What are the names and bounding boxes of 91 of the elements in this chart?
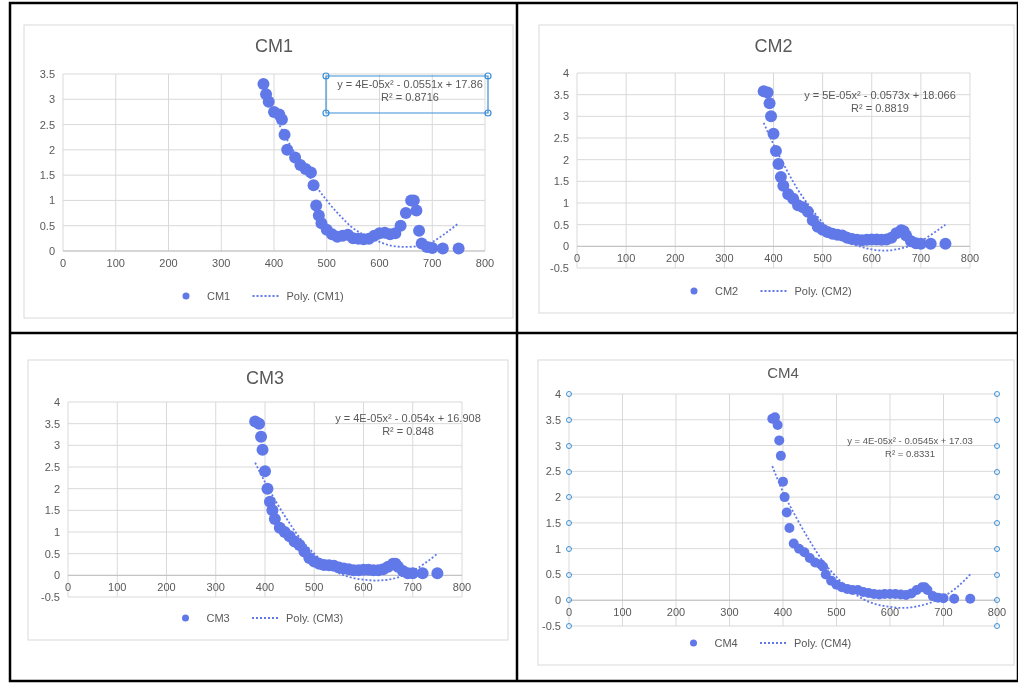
x-tick-label: 400 — [764, 252, 783, 265]
legend-label: Poly. (CM3) — [286, 612, 344, 624]
y-tick-label: 2.5 — [44, 461, 60, 473]
y-tick-label: 2 — [53, 482, 60, 495]
x-tick-label: 400 — [255, 581, 275, 594]
y-tick-label: 3 — [562, 110, 569, 123]
legend-label: Poly. (CM4) — [794, 637, 852, 649]
legend-label: CM3 — [206, 612, 230, 624]
legend-label: CM1 — [207, 290, 231, 302]
y-tick-label: 1.5 — [545, 516, 561, 529]
x-tick-label: 300 — [715, 252, 734, 265]
x-tick-label: 100 — [613, 606, 632, 619]
x-tick-label: 800 — [960, 252, 980, 265]
x-tick-label: 200 — [666, 606, 686, 619]
x-tick-label: 400 — [264, 257, 284, 269]
x-tick-label: 800 — [452, 581, 472, 594]
x-tick-label: 700 — [403, 581, 422, 594]
y-tick-label: -0.5 — [542, 620, 561, 632]
y-tick-label: 0 — [562, 240, 569, 253]
legend-label: Poly. (CM1) — [286, 290, 344, 302]
y-tick-label: 0.5 — [553, 218, 569, 231]
x-tick-label: 0 — [573, 252, 581, 265]
y-tick-label: 1 — [562, 197, 569, 209]
y-tick-label: 0.5 — [39, 219, 55, 232]
y-tick-label: 2.5 — [545, 465, 561, 478]
legend-label: Poly. (CM2) — [794, 285, 852, 297]
y-tick-label: 0 — [554, 594, 561, 607]
y-tick-label: 1 — [554, 542, 561, 555]
x-tick-label: 800 — [987, 606, 1007, 619]
chart-title: CM3 — [245, 368, 285, 388]
y-tick-label: 2.5 — [553, 132, 569, 144]
x-tick-label: 200 — [159, 257, 178, 269]
y-tick-label: 2 — [562, 153, 569, 166]
x-tick-label: 800 — [475, 257, 495, 269]
y-tick-label: 1.5 — [44, 504, 60, 517]
x-tick-label: 200 — [666, 252, 685, 265]
y-tick-label: 0.5 — [44, 547, 60, 560]
y-tick-label: 1 — [48, 194, 55, 207]
y-tick-label: 2 — [554, 491, 561, 504]
x-tick-label: 500 — [813, 252, 832, 265]
y-tick-label: 3 — [554, 439, 561, 452]
x-tick-label: 200 — [157, 581, 176, 594]
y-tick-label: 2.5 — [39, 118, 55, 131]
x-tick-label: 600 — [370, 257, 389, 269]
x-tick-label: 500 — [305, 581, 324, 594]
chart-title: CM4 — [767, 364, 799, 381]
legend-label: CM2 — [715, 285, 739, 297]
annotation: y = 4E-05x² - 0.0545x + 17.03 — [847, 435, 973, 446]
annotation: R² = 0.848 — [382, 425, 434, 437]
y-tick-label: 3.5 — [39, 68, 55, 80]
y-tick-label: 4 — [554, 388, 561, 400]
x-tick-label: 100 — [616, 252, 636, 265]
x-tick-label: 500 — [827, 606, 846, 619]
y-tick-label: 4 — [53, 396, 60, 408]
x-tick-label: 700 — [423, 257, 442, 269]
x-tick-label: 700 — [911, 252, 931, 265]
legend-label: CM4 — [714, 637, 738, 649]
x-tick-label: 600 — [880, 606, 900, 619]
annotation: y = 4E-05x² - 0.054x + 16.908 — [335, 412, 481, 424]
y-tick-label: 3 — [48, 93, 55, 106]
x-tick-label: 600 — [862, 252, 881, 265]
y-tick-label: -0.5 — [550, 262, 569, 274]
x-tick-label: 300 — [206, 581, 225, 594]
x-tick-label: 500 — [317, 257, 336, 269]
x-tick-label: 300 — [720, 606, 739, 619]
y-tick-label: 3 — [53, 439, 60, 452]
x-tick-label: 400 — [773, 606, 793, 619]
x-tick-label: 100 — [106, 257, 125, 269]
y-tick-label: 3.5 — [44, 417, 60, 430]
x-tick-label: 0 — [64, 581, 72, 594]
y-tick-label: 1.5 — [39, 169, 55, 182]
chart-title: CM2 — [754, 36, 793, 56]
y-tick-label: 2 — [48, 143, 55, 156]
annotation: R² = 0.8716 — [381, 91, 439, 103]
annotation: y = 4E-05x² - 0.0551x + 17.86 — [337, 78, 483, 90]
y-tick-label: 3.5 — [545, 413, 561, 426]
y-tick-label: 0.5 — [545, 568, 561, 581]
y-tick-label: 0 — [53, 569, 60, 582]
chart-title: CM1 — [254, 36, 294, 56]
x-tick-label: 600 — [354, 581, 373, 594]
x-tick-label: 300 — [212, 257, 231, 269]
y-tick-label: 3.5 — [553, 88, 569, 101]
y-tick-label: 1.5 — [553, 175, 569, 188]
x-tick-label: 100 — [108, 581, 127, 594]
y-tick-label: 1 — [53, 526, 60, 538]
y-tick-label: 4 — [562, 67, 569, 79]
annotation: y = 5E-05x² - 0.0573x + 18.066 — [804, 89, 956, 101]
annotation: R² = 0.8819 — [851, 102, 909, 114]
annotation: R² = 0.8331 — [885, 448, 935, 459]
x-tick-label: 700 — [934, 606, 953, 619]
y-tick-label: -0.5 — [41, 591, 60, 603]
